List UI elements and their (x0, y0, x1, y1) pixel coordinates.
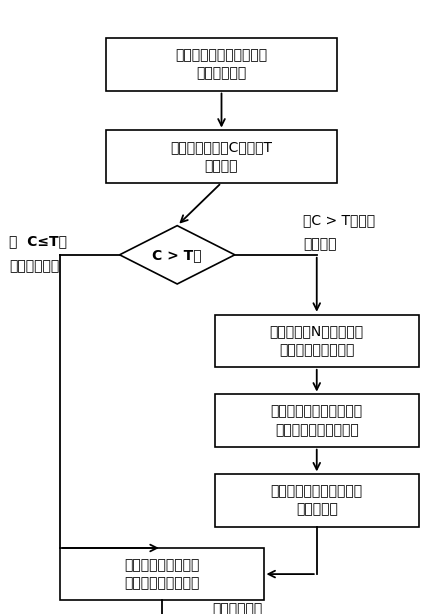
Text: 窄带干扰: 窄带干扰 (303, 238, 337, 251)
Text: 利用间距为N的三段数据
估计分数倍频率偏移: 利用间距为N的三段数据 估计分数倍频率偏移 (270, 325, 364, 357)
Text: 计算鲁棒统计量C与阈值T
进行对比: 计算鲁棒统计量C与阈值T 进行对比 (171, 141, 272, 173)
Text: 输出信道系数: 输出信道系数 (213, 602, 263, 614)
FancyBboxPatch shape (215, 474, 419, 527)
FancyBboxPatch shape (215, 314, 419, 367)
Polygon shape (120, 226, 235, 284)
Text: 若  C≤T，: 若 C≤T， (9, 235, 67, 248)
Text: 基于无窄带干扰的训
练序列进行信道估计: 基于无窄带干扰的训 练序列进行信道估计 (124, 558, 199, 590)
FancyBboxPatch shape (106, 38, 337, 90)
Text: 构造具有连续循环移位特
性的训练符号: 构造具有连续循环移位特 性的训练符号 (175, 49, 268, 80)
Text: 若C > T，则有: 若C > T，则有 (303, 213, 376, 227)
Text: 重构窄带干扰时域信号进
行干扰消除: 重构窄带干扰时域信号进 行干扰消除 (271, 484, 363, 516)
FancyBboxPatch shape (60, 548, 264, 600)
FancyBboxPatch shape (106, 131, 337, 182)
Text: 则无窄带干扰: 则无窄带干扰 (9, 259, 59, 273)
FancyBboxPatch shape (215, 394, 419, 446)
Text: C > T？: C > T？ (152, 248, 202, 262)
Text: 估计整数倍子载波频率位
置的窄带干扰等效信号: 估计整数倍子载波频率位 置的窄带干扰等效信号 (271, 405, 363, 437)
